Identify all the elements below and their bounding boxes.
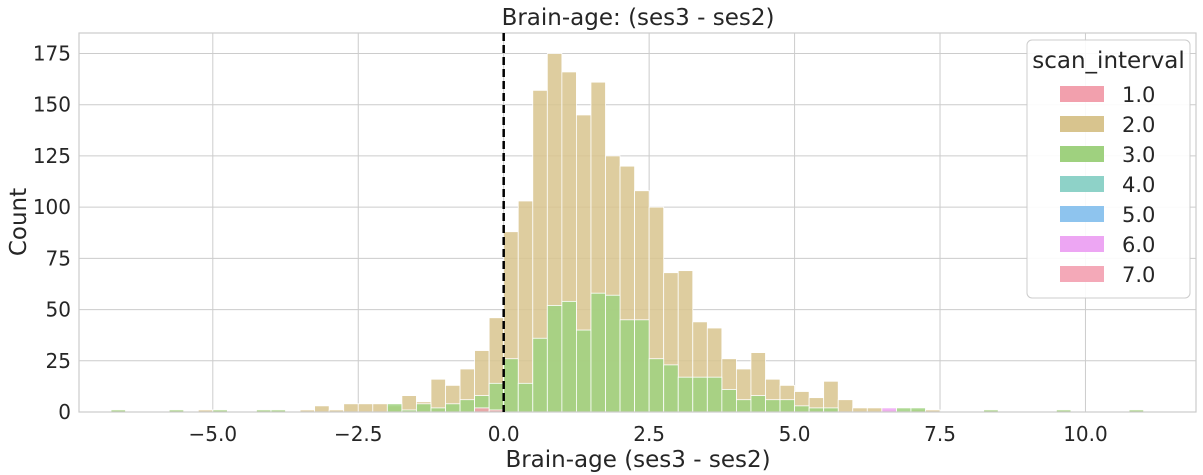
legend-swatch: [1060, 116, 1104, 132]
histogram-bar: [474, 407, 490, 413]
x-tick-label: 2.5: [633, 422, 665, 446]
histogram-bar: [648, 358, 665, 413]
histogram-bar: [430, 407, 446, 413]
legend-swatch: [1060, 86, 1104, 102]
histogram-bar: [503, 358, 519, 413]
x-tick-labels: −5.0 −2.5 0.0 2.5 5.0 7.5 10.0: [189, 422, 1108, 446]
legend-swatch: [1060, 176, 1104, 192]
y-tick-label: 100: [33, 195, 71, 219]
histogram-bar: [706, 376, 723, 413]
y-tick-label: 25: [46, 349, 71, 373]
histogram-bar: [852, 407, 868, 413]
histogram-bar: [546, 305, 563, 413]
legend-entry-label: 1.0: [1122, 83, 1155, 107]
x-tick-label: −5.0: [189, 422, 238, 446]
x-tick-label: 10.0: [1063, 422, 1108, 446]
legend-swatch: [1060, 206, 1104, 222]
histogram-bar: [750, 395, 766, 413]
histogram-bar: [401, 395, 417, 413]
histogram-bar: [663, 364, 679, 413]
legend-entry-label: 2.0: [1122, 113, 1155, 137]
legend-entry-label: 7.0: [1122, 263, 1155, 287]
histogram-bar: [445, 403, 461, 413]
histogram-bar: [357, 403, 374, 413]
histogram-bar: [634, 319, 650, 413]
histogram-bar: [561, 300, 577, 413]
y-tick-label: 75: [46, 246, 71, 270]
x-tick-label: 5.0: [779, 422, 811, 446]
histogram-bar: [372, 403, 388, 413]
grid-lines: [79, 33, 1196, 413]
x-tick-label: 7.5: [924, 422, 956, 446]
histogram-bar: [721, 389, 737, 413]
histogram-bar: [910, 407, 926, 413]
histogram-bar: [488, 382, 505, 413]
y-axis-label: Count: [6, 188, 32, 256]
histogram-bar: [823, 380, 839, 413]
histogram-bar: [430, 378, 446, 413]
histogram-bar: [736, 399, 752, 413]
histogram-bar: [823, 407, 839, 413]
histogram-bar: [605, 294, 621, 413]
x-tick-label: 0.0: [488, 422, 520, 446]
histogram-bar: [590, 292, 606, 413]
y-tick-label: 50: [46, 298, 71, 322]
legend: scan_interval 1.0 2.0 3.0 4.0 5.0 6.0 7.0: [1026, 39, 1191, 299]
histogram-bar: [837, 399, 854, 413]
legend-entry-label: 5.0: [1122, 203, 1155, 227]
y-tick-label: 175: [33, 41, 71, 65]
chart-title: Brain-age: (ses3 - ses2): [502, 5, 775, 31]
y-tick-label: 125: [33, 144, 71, 168]
histogram-bar: [765, 399, 781, 413]
y-tick-label: 150: [33, 93, 71, 117]
legend-entry-label: 4.0: [1122, 173, 1155, 197]
legend-swatch: [1060, 236, 1104, 252]
histogram-bar: [895, 407, 912, 413]
histogram-bar: [517, 200, 534, 413]
x-axis-label: Brain-age (ses3 - ses2): [505, 447, 770, 473]
plot-area-border: [78, 32, 1197, 413]
histogram-bar: [517, 382, 534, 413]
histogram-bar: [386, 403, 403, 413]
histogram-bar: [576, 329, 592, 413]
histogram-bar: [692, 376, 708, 413]
legend-entry-label: 6.0: [1122, 233, 1155, 257]
histogram-bar: [866, 407, 883, 413]
x-tick-label: −2.5: [334, 422, 383, 446]
legend-box: [1026, 39, 1191, 299]
y-tick-labels: 0 25 50 75 100 125 150 175: [33, 41, 71, 424]
plot-frame: [78, 32, 1197, 413]
histogram-bar: [343, 403, 359, 413]
histogram-bar: [314, 405, 330, 413]
legend-entry-label: 3.0: [1122, 143, 1155, 167]
histogram-bar: [619, 319, 635, 413]
histogram-bar: [808, 407, 825, 413]
histogram-bar: [881, 407, 897, 413]
histogram-bar: [779, 399, 795, 413]
histogram-bar: [794, 405, 810, 413]
legend-swatch: [1060, 146, 1104, 162]
histogram-bar: [532, 337, 548, 413]
legend-swatch: [1060, 266, 1104, 282]
y-tick-label: 0: [58, 400, 71, 424]
histogram-bars: [110, 53, 1145, 413]
histogram-bar: [677, 376, 694, 413]
legend-title: scan_interval: [1032, 48, 1185, 74]
histogram-bar: [416, 403, 432, 413]
histogram-bar: [459, 399, 476, 413]
